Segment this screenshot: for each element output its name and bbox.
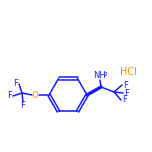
Text: F: F [7, 92, 12, 100]
Text: NH: NH [94, 71, 106, 81]
Text: F: F [124, 88, 129, 97]
Text: F: F [13, 78, 18, 88]
Text: F: F [123, 81, 128, 90]
Text: F: F [21, 102, 25, 111]
Text: O: O [32, 90, 38, 100]
Text: 2: 2 [104, 72, 107, 77]
Text: HCl: HCl [120, 67, 136, 77]
Text: F: F [122, 95, 127, 105]
